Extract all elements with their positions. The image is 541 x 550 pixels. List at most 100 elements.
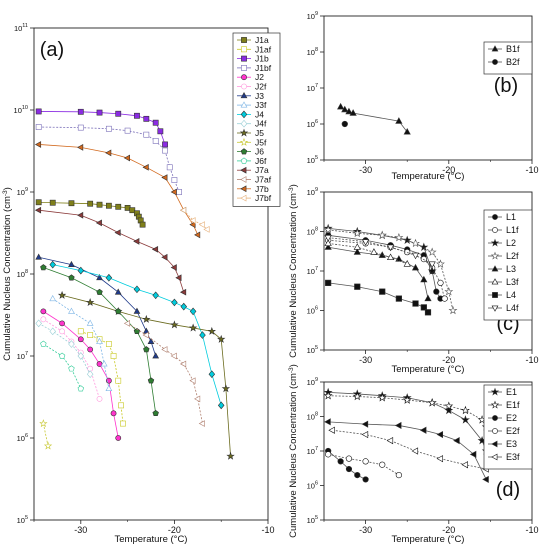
series-J1b [35,108,168,148]
data-point [166,164,173,171]
y-tick-label: 105 [17,515,28,525]
data-point [170,352,177,360]
legend-box [483,209,533,321]
legend-marker [240,194,247,202]
legend-marker [239,137,249,146]
y-tick-label: 105 [307,345,318,355]
y-tick-label: 106 [307,481,318,491]
data-point [420,275,428,283]
series-J2 [40,308,122,441]
legend-marker [491,305,499,312]
legend-entry: E3f [506,452,520,462]
data-point [68,260,75,268]
data-point [152,291,159,300]
data-point [379,461,386,468]
data-point [142,314,151,323]
data-point [199,331,206,339]
data-point [180,288,187,296]
series-E3 [324,418,489,484]
x-axis-label: Temperature (°C) [115,534,188,545]
data-point [151,245,159,253]
legend-marker [492,59,498,65]
y-axis-label: Cumulative Nucleus Concentration (cm-3) [288,364,299,538]
legend-entry: J3f [255,100,267,110]
x-tick-label: -30 [359,525,372,535]
legend-box [483,384,533,470]
data-point [354,472,361,479]
legend-entry: J3 [255,91,264,101]
data-point [395,117,403,124]
data-point [379,288,386,295]
data-point [85,298,95,307]
legend-marker [241,74,247,81]
series-line [328,421,487,480]
y-tick-label: 105 [307,515,318,525]
legend-entry: B2f [506,57,520,67]
series-J7a [34,206,187,296]
data-point [152,137,159,144]
series-J1a [35,199,146,228]
data-point [142,331,149,339]
y-tick-label: 105 [307,155,318,165]
data-point [207,326,217,335]
data-point [341,105,349,113]
data-point [40,340,47,347]
y-tick-label: 107 [307,446,318,456]
data-point [77,328,84,335]
legend-entry: E3 [506,439,517,449]
data-point [395,472,402,479]
data-point [361,430,369,439]
data-point [353,243,361,250]
data-point [120,420,126,427]
legend-entry: J6f [255,156,267,166]
chart-panel-2: -30 -20 -10 105 106 107 108 109 Temperature (°C)… [307,11,539,182]
legend-marker [240,101,248,108]
data-point [68,274,75,281]
x-tick-label: -20 [168,525,181,535]
data-point [58,352,66,359]
data-point [352,391,362,401]
data-point [96,361,103,367]
data-point [162,147,168,154]
data-point [68,340,75,348]
series-E3f [328,426,489,473]
data-point [180,360,187,368]
data-point [189,221,196,228]
data-point [96,201,103,208]
data-point [86,319,94,326]
data-point [170,264,177,271]
data-point [105,341,112,347]
data-point [324,418,331,426]
data-point [444,286,454,296]
data-point [217,334,226,343]
data-point [35,319,42,328]
data-point [96,109,103,116]
legend-marker [241,65,247,71]
data-point [176,189,182,195]
data-point [427,398,437,407]
series-line [328,239,446,299]
x-axis-label: Temperature (°C) [392,534,465,545]
legend: E1 E1f E2 E2f E3 E3f [483,384,533,470]
data-point [386,244,395,252]
legend-marker [490,251,500,260]
data-point [171,177,178,183]
series-line [38,209,185,293]
data-point [152,119,159,126]
data-point [189,377,196,385]
data-point [40,308,47,315]
data-point [411,238,420,248]
x-tick-label: -30 [359,165,372,175]
data-point [143,346,150,353]
legend-marker [240,119,248,128]
series-B1f [337,102,411,135]
data-point [133,285,141,294]
legend-marker [491,45,499,52]
data-point [96,395,103,402]
data-point [386,253,395,261]
legend-box [483,41,533,75]
data-point [77,336,84,343]
data-point [110,353,117,359]
legend-entry: J1b [255,54,269,64]
